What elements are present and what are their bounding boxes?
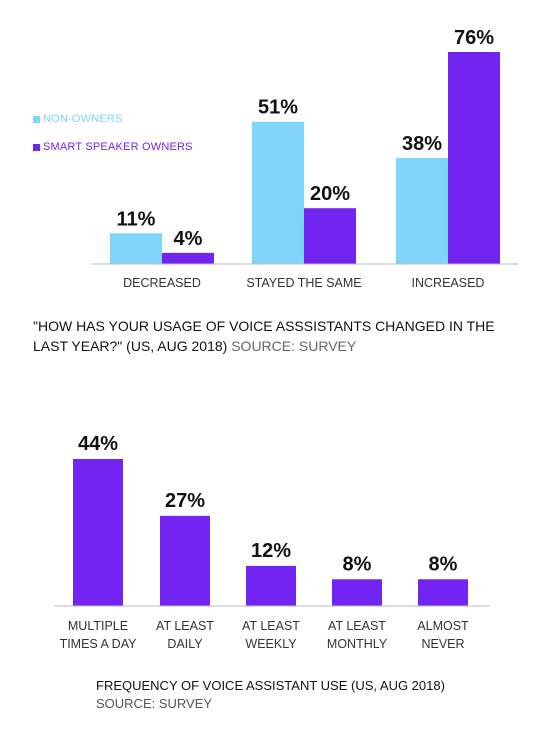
category-label: AT LEAST (242, 619, 300, 633)
bar-1-1 (304, 208, 356, 264)
category-label: MONTHLY (327, 637, 388, 651)
category-label: DECREASED (123, 276, 201, 290)
bar-value-label: 44% (78, 433, 118, 455)
bar-value-label: 51% (258, 97, 298, 119)
bar-1 (160, 515, 210, 606)
bar-value-label: 12% (251, 540, 291, 562)
chart2-title: FREQUENCY OF VOICE ASSISTANT USE (US, AU… (96, 678, 445, 693)
bar-value-label: 20% (310, 183, 350, 205)
legend-swatch-non-owners (33, 115, 40, 123)
chart2-source: SOURCE: SURVEY (96, 696, 213, 711)
bar-2-0 (396, 158, 448, 264)
bar-1-0 (252, 121, 304, 264)
bar-2 (246, 565, 296, 606)
legend-swatch-smart-speaker-owners (33, 143, 40, 151)
chart1-legend: NON-OWNERS SMART SPEAKER OWNERS (33, 112, 193, 168)
legend-label-non-owners: NON-OWNERS (43, 113, 123, 125)
bar-4 (418, 579, 468, 606)
bar-value-label: 8% (429, 553, 458, 575)
bar-value-label: 76% (454, 27, 494, 49)
legend-label-smart-speaker-owners: SMART SPEAKER OWNERS (43, 141, 193, 153)
category-label: DAILY (167, 637, 203, 651)
bar-value-label: 11% (117, 208, 156, 230)
bar-3 (332, 579, 382, 606)
category-label: AT LEAST (328, 619, 386, 633)
bar-2-1 (448, 52, 500, 264)
frequency-chart: 44% MULTIPLE TIMES A DAY 27% AT LEAST DAILY 12… (54, 433, 490, 651)
legend-item-smart-speaker-owners: SMART SPEAKER OWNERS (33, 140, 193, 154)
category-label: NEVER (421, 637, 464, 651)
category-label: INCREASED (412, 276, 485, 290)
bar-value-label: 27% (165, 490, 205, 512)
category-label: AT LEAST (156, 619, 214, 633)
bar-value-label: 38% (402, 133, 442, 155)
usage-change-chart: 11% 4% DECREASED 51% 20% STAYED THE SAME 38% 76… (92, 27, 518, 290)
bar-value-label: 8% (343, 553, 372, 575)
legend-item-non-owners: NON-OWNERS (33, 112, 193, 126)
category-label: WEEKLY (245, 637, 297, 651)
bar-value-label: 4% (174, 228, 203, 250)
chart2-caption: FREQUENCY OF VOICE ASSISTANT USE (US, AU… (96, 677, 516, 713)
bar-0-1 (162, 252, 214, 264)
bar-0-0 (110, 233, 162, 264)
chart1-question: "HOW HAS YOUR USAGE OF VOICE ASSSISTANTS… (33, 318, 495, 354)
category-label: TIMES A DAY (60, 637, 138, 651)
bar-0 (73, 459, 123, 606)
category-label: STAYED THE SAME (246, 276, 361, 290)
category-label: MULTIPLE (68, 619, 128, 633)
chart1-caption: "HOW HAS YOUR USAGE OF VOICE ASSSISTANTS… (33, 316, 533, 356)
category-label: ALMOST (417, 619, 469, 633)
chart1-source: SOURCE: SURVEY (231, 338, 357, 354)
